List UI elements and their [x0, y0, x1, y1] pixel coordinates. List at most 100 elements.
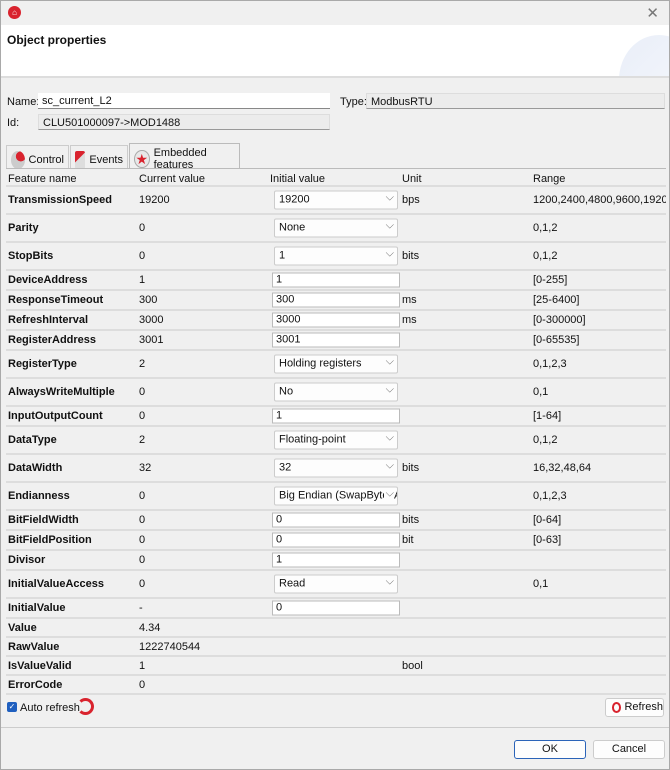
initial-value-select[interactable]: Read: [274, 574, 398, 594]
table-row: InitialValue - 0: [6, 599, 666, 619]
col-unit: Unit: [402, 172, 422, 185]
unit: ms: [402, 314, 417, 326]
initial-value-input[interactable]: 0: [272, 600, 400, 616]
initial-value-input[interactable]: 3001: [272, 332, 400, 348]
feature-name: TransmissionSpeed: [8, 194, 112, 206]
footer-divider: [1, 727, 669, 728]
table-row: IsValueValid 1 bool: [6, 657, 666, 676]
refresh-button[interactable]: Refresh: [605, 698, 664, 717]
initial-value-select[interactable]: 19200: [274, 190, 398, 210]
col-initial-value: Initial value: [270, 172, 326, 185]
initial-value-select[interactable]: Floating-point: [274, 430, 398, 450]
feature-name: RefreshInterval: [8, 314, 89, 326]
initial-value-input[interactable]: 0: [272, 512, 400, 528]
feature-name: RawValue: [8, 640, 60, 653]
title-bar: ⌂ ✕: [1, 1, 669, 25]
initial-value-input[interactable]: 3000: [272, 312, 400, 328]
current-value: 2: [139, 434, 146, 446]
table-row: StopBits 0 1 bits 0,1,2: [6, 243, 666, 271]
features-table: Feature name Current value Initial value…: [6, 172, 666, 695]
table-row: InitialValueAccess 0 Read 0,1: [6, 571, 666, 599]
feature-name: AlwaysWriteMultiple: [8, 386, 115, 398]
table-row: Divisor 0 1: [6, 551, 666, 571]
initial-value-input[interactable]: 1: [272, 552, 400, 568]
range: 0,1,2: [533, 250, 558, 262]
range: [0-64]: [533, 514, 562, 526]
table-row: Parity 0 None 0,1,2: [6, 215, 666, 243]
current-value: -: [139, 602, 143, 614]
initial-value-input[interactable]: 0: [272, 532, 400, 548]
current-value: 3000: [139, 314, 164, 326]
range: 16,32,48,64: [533, 462, 592, 474]
tab-control[interactable]: Control: [6, 145, 69, 169]
table-row: RegisterAddress 3001 3001 [0-65535]: [6, 331, 666, 351]
range: [1-64]: [533, 410, 562, 422]
header-decoration: [619, 35, 669, 76]
tab-divider: [6, 168, 666, 169]
initial-value-select[interactable]: No: [274, 382, 398, 402]
current-value: 0: [139, 410, 146, 422]
type-label: Type:: [340, 96, 367, 108]
initial-value-input[interactable]: 1: [272, 408, 400, 424]
unit: bits: [402, 462, 420, 474]
table-row: DataWidth 32 32 bits 16,32,48,64: [6, 455, 666, 483]
unit: bits: [402, 514, 420, 526]
initial-value-select[interactable]: 1: [274, 246, 398, 266]
current-value: 0: [139, 490, 146, 502]
range: 0,1: [533, 578, 549, 590]
events-icon: [75, 150, 86, 169]
unit: bit: [402, 534, 414, 546]
table-row: ResponseTimeout 300 300 ms [25-6400]: [6, 291, 666, 311]
type-field: ModbusRTU: [366, 93, 665, 109]
initial-value-select[interactable]: Holding registers: [274, 354, 398, 374]
current-value: 3001: [139, 334, 164, 346]
current-value: 0: [139, 222, 146, 234]
current-value: 1: [139, 274, 146, 286]
ok-button[interactable]: OK: [514, 740, 586, 759]
range: 1200,2400,4800,9600,19200,38400: [533, 194, 666, 206]
star-icon: ★: [134, 149, 150, 168]
name-input[interactable]: sc_current_L2: [38, 93, 330, 109]
current-value: 4.34: [139, 621, 161, 634]
close-button[interactable]: ✕: [646, 5, 659, 22]
range: [0-63]: [533, 534, 562, 546]
initial-value-select[interactable]: None: [274, 218, 398, 238]
feature-name: InitialValue: [8, 602, 66, 614]
initial-value-select[interactable]: 32: [274, 458, 398, 478]
id-field: CLU501000097->MOD1488: [38, 114, 330, 130]
feature-name: RegisterType: [8, 358, 77, 370]
table-row: BitFieldPosition 0 0 bit [0-63]: [6, 531, 666, 551]
initial-value-input[interactable]: 300: [272, 292, 400, 308]
unit: bool: [402, 659, 423, 672]
unit: bps: [402, 194, 420, 206]
initial-value-input[interactable]: 1: [272, 272, 400, 288]
feature-name: DataWidth: [8, 462, 63, 474]
feature-name: InitialValueAccess: [8, 578, 104, 590]
range: 0,1,2: [533, 222, 558, 234]
initial-value-select[interactable]: Big Endian (SwapBytesAndWords): [274, 486, 398, 506]
app-home-icon: ⌂: [8, 6, 21, 19]
tab-embedded-features[interactable]: ★ Embedded features: [129, 143, 240, 171]
feature-name: IsValueValid: [8, 659, 72, 672]
feature-name: DataType: [8, 434, 57, 446]
table-row: RegisterType 2 Holding registers 0,1,2,3: [6, 351, 666, 379]
auto-refresh-label: Auto refresh: [20, 702, 80, 714]
col-feature-name: Feature name: [8, 172, 77, 185]
refresh-icon: [612, 702, 622, 713]
current-value: 0: [139, 578, 146, 590]
table-row: Endianness 0 Big Endian (SwapBytesAndWord…: [6, 483, 666, 511]
col-range: Range: [533, 172, 566, 185]
current-value: 1222740544: [139, 640, 201, 653]
cancel-button[interactable]: Cancel: [593, 740, 665, 759]
current-value: 32: [139, 462, 152, 474]
current-value: 0: [139, 250, 146, 262]
auto-refresh-checkbox[interactable]: ✓: [7, 702, 17, 712]
auto-refresh-icon: [77, 698, 94, 715]
range: 0,1,2,3: [533, 358, 567, 370]
tab-events[interactable]: Events: [70, 145, 128, 169]
table-row: ErrorCode 0: [6, 676, 666, 695]
feature-name: ResponseTimeout: [8, 294, 104, 306]
col-current-value: Current value: [139, 172, 206, 185]
current-value: 0: [139, 678, 146, 691]
